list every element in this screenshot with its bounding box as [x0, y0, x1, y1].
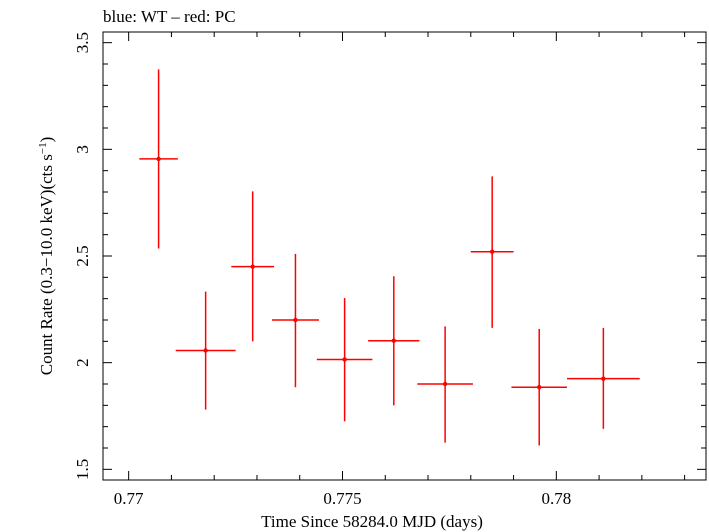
data-point [567, 327, 640, 429]
y-tick-label: 3.5 [73, 32, 92, 53]
chart-title: blue: WT – red: PC [103, 7, 236, 26]
x-axis: 0.77 0.775 0.78 [114, 32, 686, 508]
data-point [368, 276, 420, 406]
data-point [316, 298, 373, 422]
series-pc [139, 69, 640, 446]
data-marker [442, 381, 448, 387]
data-point [231, 191, 275, 342]
y-axis-label: Count Rate (0.3−10.0 keV)(cts s−1) [37, 137, 56, 376]
data-marker [537, 385, 542, 390]
data-point [417, 326, 473, 443]
data-marker [250, 264, 255, 269]
y-axis-label-close: ) [37, 137, 56, 143]
data-marker [156, 156, 161, 162]
x-tick-label: 0.775 [323, 489, 361, 508]
data-point [175, 291, 236, 410]
data-marker [342, 357, 347, 362]
data-point [511, 328, 568, 446]
y-tick-label: 2 [73, 358, 92, 367]
y-tick-label: 2.5 [73, 245, 92, 266]
y-axis-label-sup: −1 [37, 142, 49, 154]
data-marker [391, 338, 397, 343]
data-marker [293, 317, 298, 323]
x-tick-label: 0.77 [114, 489, 144, 508]
y-tick-label: 1.5 [73, 459, 92, 480]
x-axis-label: Time Since 58284.0 MJD (days) [261, 512, 483, 531]
y-axis: 1.5 2 2.5 3 3.5 [73, 32, 706, 480]
data-point [139, 69, 178, 249]
data-marker [489, 249, 495, 254]
y-axis-label-main: Count Rate (0.3−10.0 keV)(cts s [37, 154, 56, 375]
plot-frame [102, 31, 707, 481]
data-marker [203, 348, 208, 353]
data-point [271, 253, 319, 388]
data-point [470, 176, 514, 328]
x-tick-label: 0.78 [541, 489, 571, 508]
data-marker [601, 376, 606, 381]
y-tick-label: 3 [73, 145, 92, 154]
